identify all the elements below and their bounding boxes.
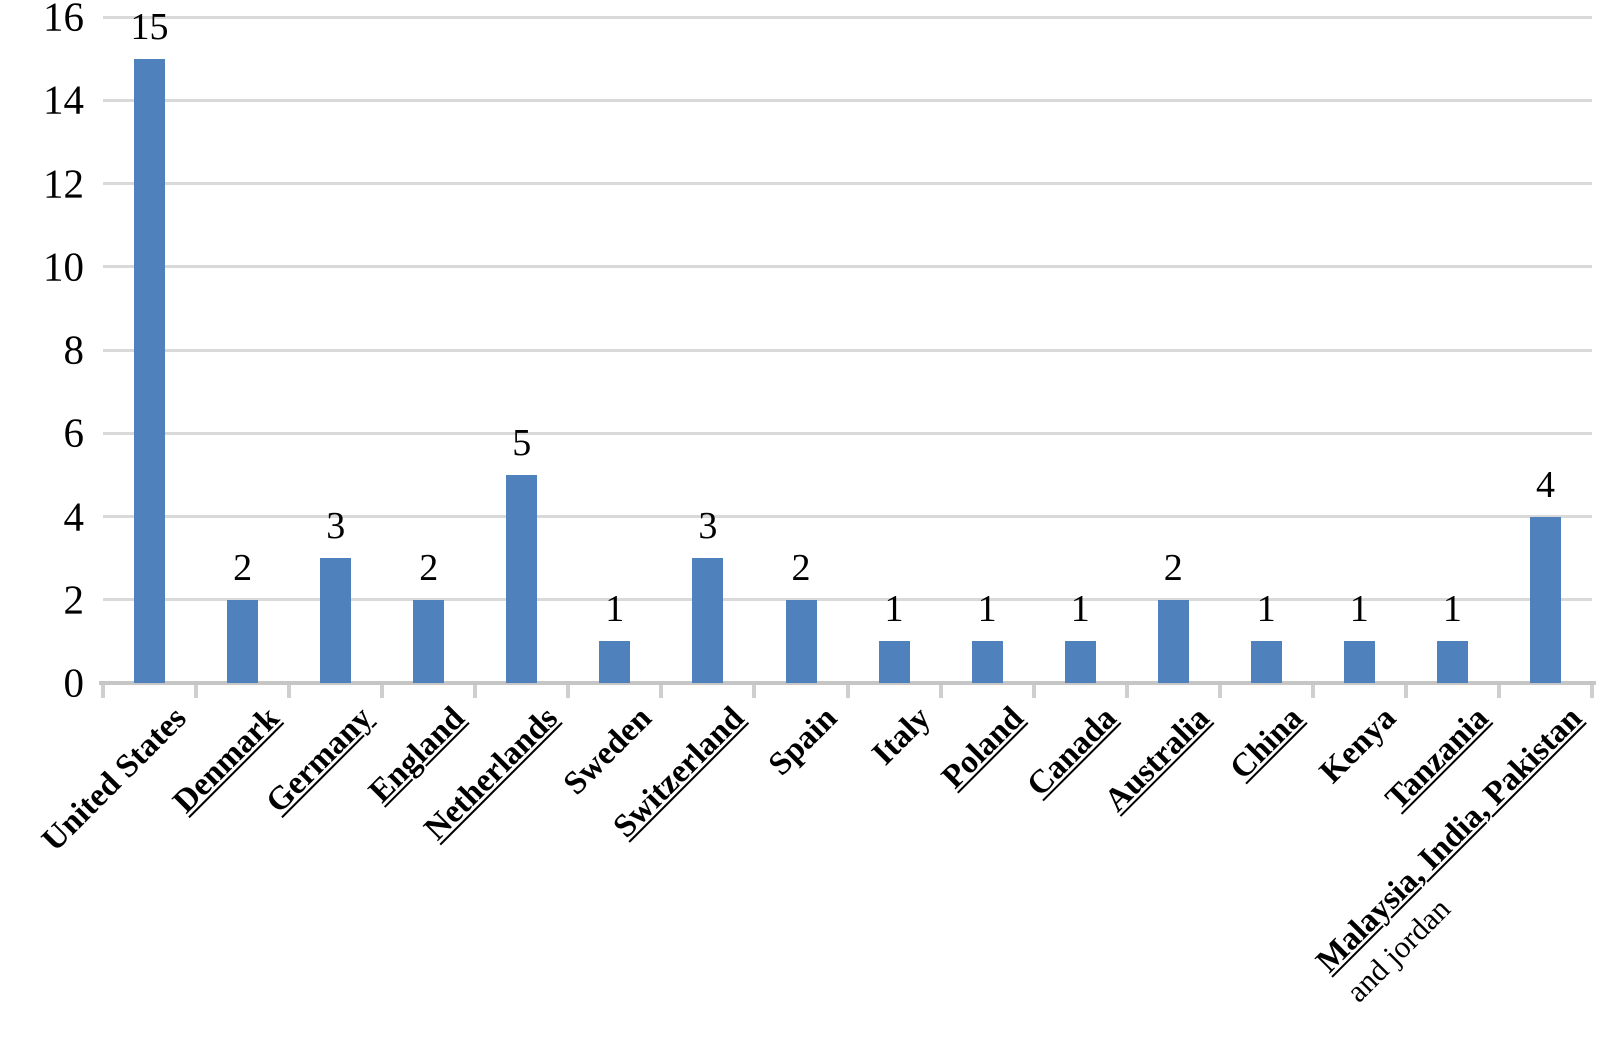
bar-poland: [971, 641, 1003, 683]
value-label-denmark: 2: [233, 546, 253, 589]
value-label-canada: 1: [1070, 588, 1090, 631]
bar-germany: [320, 558, 352, 683]
x-label-china: China: [1221, 698, 1312, 789]
bar-united-states: [134, 58, 165, 683]
gridline-10: [103, 265, 1592, 269]
bar-england: [413, 599, 445, 684]
bar-kenya: [1343, 641, 1375, 683]
bar-sweden: [599, 641, 631, 683]
x-axis-line: [99, 681, 1596, 685]
y-tick-label-12: 12: [43, 160, 84, 206]
x-label-united-states: United States: [33, 698, 196, 861]
x-axis-tick: [1496, 685, 1501, 698]
x-axis-tick: [1403, 685, 1408, 698]
x-axis-tick: [1124, 685, 1129, 698]
value-label-england: 2: [419, 546, 439, 589]
bar-switzerland: [692, 558, 724, 683]
x-axis-tick: [659, 685, 664, 698]
value-label-poland: 1: [977, 588, 997, 631]
x-label-poland: Poland: [933, 698, 1033, 798]
x-axis-tick: [845, 685, 850, 698]
bar-canada: [1064, 641, 1096, 683]
x-axis-tick: [566, 685, 571, 698]
x-axis-tick: [1310, 685, 1315, 698]
bar-spain: [785, 599, 817, 684]
x-axis-tick: [194, 685, 199, 698]
bar-italy: [878, 641, 910, 683]
x-axis-tick: [1590, 685, 1594, 698]
value-label-tanzania: 1: [1442, 588, 1462, 631]
y-tick-label-14: 14: [43, 76, 84, 123]
y-tick-label-10: 10: [43, 243, 84, 290]
value-label-united-states: 15: [130, 5, 169, 48]
x-axis-tick: [380, 685, 385, 698]
x-axis-tick: [101, 685, 105, 698]
value-label-malaysia-india-pakistan: 4: [1536, 463, 1555, 506]
x-axis-tick: [752, 685, 757, 698]
value-label-switzerland: 3: [698, 505, 718, 548]
y-tick-label-6: 6: [63, 409, 85, 456]
bar-denmark: [227, 599, 259, 684]
y-tick-label-0: 0: [63, 659, 85, 706]
value-label-spain: 2: [791, 546, 811, 589]
y-tick-label-4: 4: [63, 493, 85, 539]
gridline-16: [103, 15, 1592, 19]
gridline-6: [103, 431, 1592, 435]
bar-tanzania: [1436, 641, 1468, 683]
value-label-australia: 2: [1163, 546, 1183, 589]
gridline-8: [103, 348, 1592, 352]
value-label-italy: 1: [884, 588, 904, 631]
bar-malaysia-india-pakistan: [1530, 516, 1561, 683]
y-tick-label-16: 16: [43, 0, 84, 40]
x-axis-tick: [287, 685, 292, 698]
x-label-text: United States: [34, 700, 194, 859]
bar-australia: [1157, 599, 1189, 684]
gridline-12: [103, 182, 1592, 185]
x-axis-tick: [938, 685, 943, 698]
x-label-text: Spain: [762, 700, 845, 783]
value-label-kenya: 1: [1349, 588, 1369, 631]
x-label-text: Poland: [935, 700, 1031, 796]
gridline-2: [103, 598, 1592, 602]
bar-china: [1250, 641, 1282, 683]
x-axis-tick: [1217, 685, 1222, 698]
value-label-china: 1: [1256, 588, 1276, 631]
gridline-14: [103, 98, 1592, 102]
x-label-text: Italy: [865, 700, 938, 773]
gridline-4: [103, 515, 1592, 518]
value-label-sweden: 1: [605, 588, 625, 631]
x-label-text-line2: and jordan: [1339, 890, 1457, 1009]
bar-netherlands: [506, 474, 538, 683]
y-tick-label-2: 2: [63, 576, 85, 623]
value-label-germany: 3: [326, 505, 346, 548]
x-label-text: China: [1223, 700, 1310, 787]
x-axis-tick: [1031, 685, 1036, 698]
x-label-italy: Italy: [863, 698, 940, 775]
y-tick-label-8: 8: [63, 326, 85, 373]
value-label-netherlands: 5: [512, 421, 532, 464]
x-axis-tick: [473, 685, 478, 698]
x-label-spain: Spain: [760, 698, 847, 785]
